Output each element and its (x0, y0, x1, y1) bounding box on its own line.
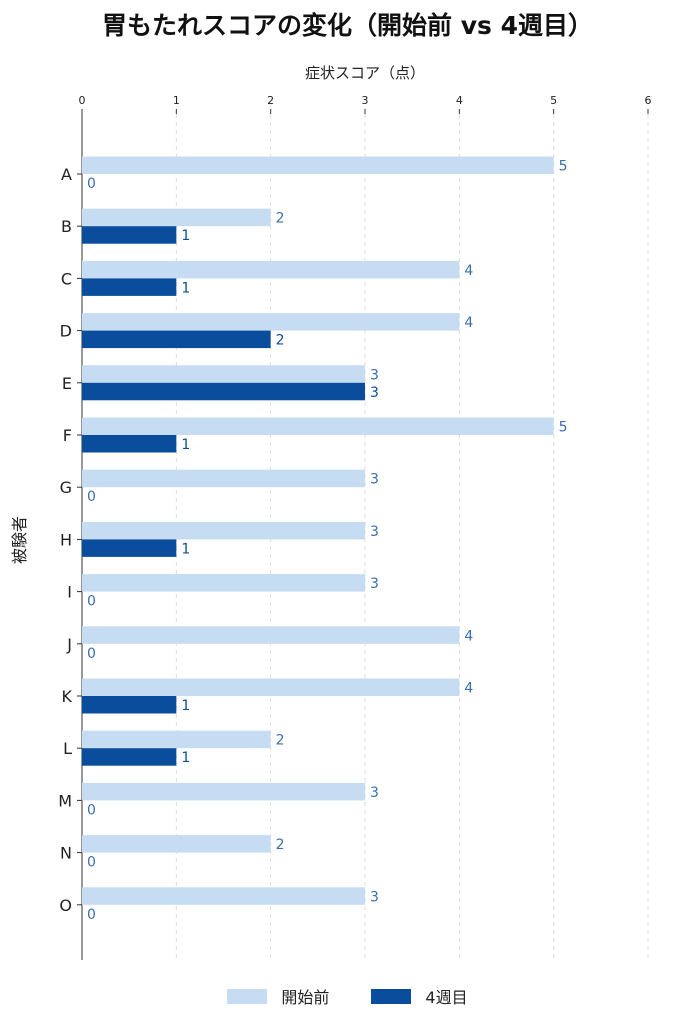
data-label-after: 1 (181, 750, 190, 766)
data-label-after: 1 (181, 698, 190, 714)
y-tick-label: E (62, 374, 72, 393)
data-label-before: 4 (464, 681, 473, 697)
bar-before (82, 626, 460, 644)
data-label-before: 3 (370, 524, 379, 540)
legend: 開始前 4週目 (0, 984, 695, 1008)
x-tick-label: 0 (79, 94, 86, 107)
data-label-before: 3 (370, 367, 379, 383)
x-tick-label: 4 (456, 94, 463, 107)
y-tick-label: N (60, 844, 72, 863)
data-label-after: 1 (181, 228, 190, 244)
y-tick-label: A (61, 165, 72, 184)
y-tick-label: I (67, 583, 72, 602)
data-label-after: 1 (181, 437, 190, 453)
y-tick-label: M (58, 791, 72, 810)
data-label-after: 0 (87, 802, 96, 818)
bar-after (82, 696, 177, 714)
legend-label: 開始前 (281, 988, 330, 1007)
legend-item-series-0[interactable]: 開始前 (227, 984, 329, 1008)
bar-after (82, 382, 365, 401)
legend-item-series-1[interactable]: 4週目 (371, 984, 468, 1008)
data-label-after: 1 (181, 280, 190, 296)
bar-before (82, 313, 460, 331)
y-tick-label: L (63, 739, 72, 758)
bar-after (82, 435, 177, 453)
x-tick-label: 6 (645, 94, 652, 107)
data-label-before: 4 (464, 263, 473, 279)
data-label-after: 0 (87, 176, 96, 192)
data-label-after: 1 (181, 541, 190, 557)
bar-before (82, 678, 460, 696)
bar-before (82, 887, 365, 905)
x-axis-label: 症状スコア（点） (304, 64, 425, 82)
data-label-before: 3 (370, 785, 379, 801)
data-label-after: 0 (87, 907, 96, 923)
y-tick-label: B (61, 217, 72, 236)
bar-before (82, 782, 365, 801)
data-label-after: 3 (370, 385, 379, 401)
data-label-before: 2 (276, 733, 285, 749)
bar-before (82, 208, 271, 227)
data-label-after: 0 (87, 855, 96, 871)
data-label-after: 0 (87, 489, 96, 505)
bar-after (82, 278, 177, 296)
bar-after (82, 748, 177, 766)
data-label-after: 0 (87, 646, 96, 662)
data-label-before: 3 (370, 889, 379, 905)
bar-before (82, 730, 271, 749)
bar-after (82, 539, 177, 557)
data-label-before: 5 (559, 420, 568, 436)
bar-before (82, 417, 554, 435)
data-label-before: 5 (559, 159, 568, 175)
x-tick-label: 5 (550, 94, 557, 107)
bar-before (82, 521, 365, 540)
chart-title: 胃もたれスコアの変化（開始前 vs 4週目） (102, 11, 593, 40)
legend-label: 4週目 (425, 988, 468, 1007)
y-tick-label: G (60, 478, 72, 497)
legend-swatch (371, 988, 412, 1004)
bar-before (82, 469, 365, 488)
data-label-after: 0 (87, 594, 96, 610)
legend-swatch (227, 988, 268, 1004)
data-label-before: 3 (370, 472, 379, 488)
y-tick-label: H (60, 530, 72, 549)
y-tick-label: K (62, 687, 73, 706)
y-tick-label: J (66, 635, 72, 654)
y-tick-label: O (59, 896, 72, 915)
bar-after (82, 226, 177, 244)
data-label-before: 4 (464, 628, 473, 644)
x-tick-label: 3 (362, 94, 369, 107)
data-label-before: 3 (370, 576, 379, 592)
data-label-before: 2 (276, 837, 285, 853)
bar-after (82, 330, 271, 349)
y-tick-label: F (63, 426, 72, 445)
bar-before (82, 835, 271, 853)
y-tick-label: D (60, 322, 72, 341)
bar-before (82, 365, 365, 383)
data-label-after: 2 (276, 333, 285, 349)
data-label-before: 4 (464, 315, 473, 331)
y-tick-label: C (61, 269, 72, 288)
bar-before (82, 260, 460, 279)
x-tick-label: 2 (267, 94, 274, 107)
data-label-before: 2 (276, 211, 285, 227)
bar-before (82, 574, 365, 592)
bar-before (82, 156, 554, 174)
x-tick-label: 1 (173, 94, 180, 107)
